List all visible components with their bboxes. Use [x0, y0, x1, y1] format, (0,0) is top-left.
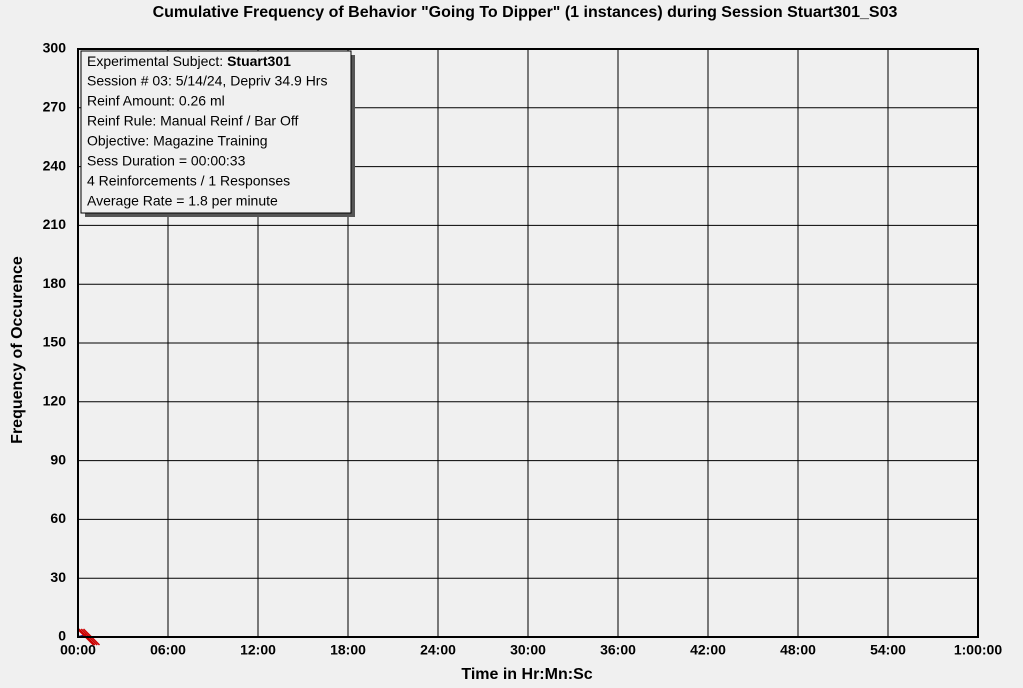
subject-value: Stuart301 — [227, 53, 291, 69]
x-tick-label: 24:00 — [420, 642, 456, 658]
info-box-frame — [80, 50, 352, 214]
info-line: Experimental Subject: Stuart301 — [87, 53, 291, 69]
plot-border — [77, 48, 979, 638]
x-tick-label: 54:00 — [870, 642, 906, 658]
x-axis-label: Time in Hr:Mn:Sc — [461, 666, 592, 683]
y-tick-label: 30 — [50, 569, 66, 585]
x-tick-label: 30:00 — [510, 642, 546, 658]
x-tick-label: 12:00 — [240, 642, 276, 658]
info-line: Sess Duration = 00:00:33 — [87, 153, 246, 169]
info-line: Average Rate = 1.8 per minute — [87, 193, 278, 209]
y-tick-label: 210 — [43, 216, 67, 232]
x-tick-label: 06:00 — [150, 642, 186, 658]
info-box: Experimental Subject: Stuart301 Session … — [80, 50, 355, 217]
y-tick-label: 0 — [58, 628, 66, 644]
x-tick-label: 18:00 — [330, 642, 366, 658]
y-tick-label: 300 — [43, 40, 67, 56]
x-tick-label: 00:00 — [60, 642, 96, 658]
x-tick-label: 1:00:00 — [954, 642, 1002, 658]
info-line: Session # 03: 5/14/24, Depriv 34.9 Hrs — [87, 73, 327, 89]
x-tick-label: 36:00 — [600, 642, 636, 658]
y-axis-label: Frequency of Occurence — [9, 256, 26, 444]
info-line: 4 Reinforcements / 1 Responses — [87, 173, 290, 189]
subject-label: Experimental Subject: — [87, 53, 223, 69]
y-tick-label: 120 — [43, 393, 67, 409]
y-tick-label: 270 — [43, 99, 67, 115]
info-line: Objective: Magazine Training — [87, 133, 268, 149]
info-line: Reinf Rule: Manual Reinf / Bar Off — [87, 113, 299, 129]
chart-title: Cumulative Frequency of Behavior "Going … — [153, 4, 898, 21]
x-tick-label: 48:00 — [780, 642, 816, 658]
y-tick-label: 60 — [50, 510, 66, 526]
y-tick-label: 90 — [50, 451, 66, 467]
info-line: Reinf Amount: 0.26 ml — [87, 93, 225, 109]
y-tick-label: 150 — [43, 334, 67, 350]
y-tick-label: 240 — [43, 157, 67, 173]
x-tick-label: 42:00 — [690, 642, 726, 658]
y-tick-label: 180 — [43, 275, 67, 291]
